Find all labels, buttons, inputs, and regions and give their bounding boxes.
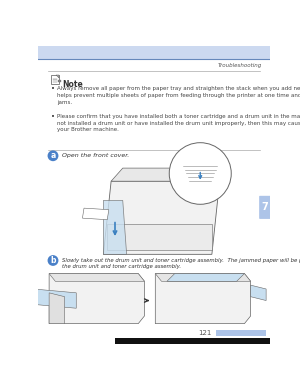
Polygon shape: [103, 181, 220, 254]
Polygon shape: [56, 75, 59, 78]
Polygon shape: [49, 293, 64, 324]
Text: b: b: [50, 256, 56, 265]
Bar: [38, 46, 270, 59]
Text: Please confirm that you have installed both a toner cartridge and a drum unit in: Please confirm that you have installed b…: [57, 114, 300, 132]
Bar: [58, 80, 61, 82]
FancyBboxPatch shape: [259, 196, 271, 219]
Text: Always remove all paper from the paper tray and straighten the stack when you ad: Always remove all paper from the paper t…: [57, 86, 300, 104]
Text: Slowly take out the drum unit and toner cartridge assembly.  The jammed paper wi: Slowly take out the drum unit and toner …: [61, 258, 300, 269]
Polygon shape: [167, 274, 244, 281]
Bar: [107, 224, 212, 250]
Polygon shape: [49, 274, 145, 324]
Circle shape: [48, 151, 58, 161]
Circle shape: [169, 143, 231, 204]
Polygon shape: [155, 274, 250, 281]
Text: Open the front cover.: Open the front cover.: [61, 153, 129, 158]
Bar: [52, 75, 59, 84]
Polygon shape: [111, 168, 220, 181]
Text: •: •: [52, 114, 56, 120]
Polygon shape: [250, 285, 266, 301]
Text: •: •: [52, 86, 56, 92]
Polygon shape: [82, 208, 109, 220]
Text: a: a: [50, 151, 56, 160]
Polygon shape: [34, 289, 76, 308]
Polygon shape: [49, 274, 145, 281]
Text: Troubleshooting: Troubleshooting: [218, 63, 262, 68]
Text: 7: 7: [262, 202, 268, 212]
Polygon shape: [103, 200, 127, 254]
Bar: [216, 330, 266, 336]
Circle shape: [48, 255, 58, 266]
Polygon shape: [155, 274, 250, 324]
Text: 121: 121: [199, 330, 212, 336]
Bar: [115, 337, 270, 344]
Text: Note: Note: [62, 80, 83, 89]
